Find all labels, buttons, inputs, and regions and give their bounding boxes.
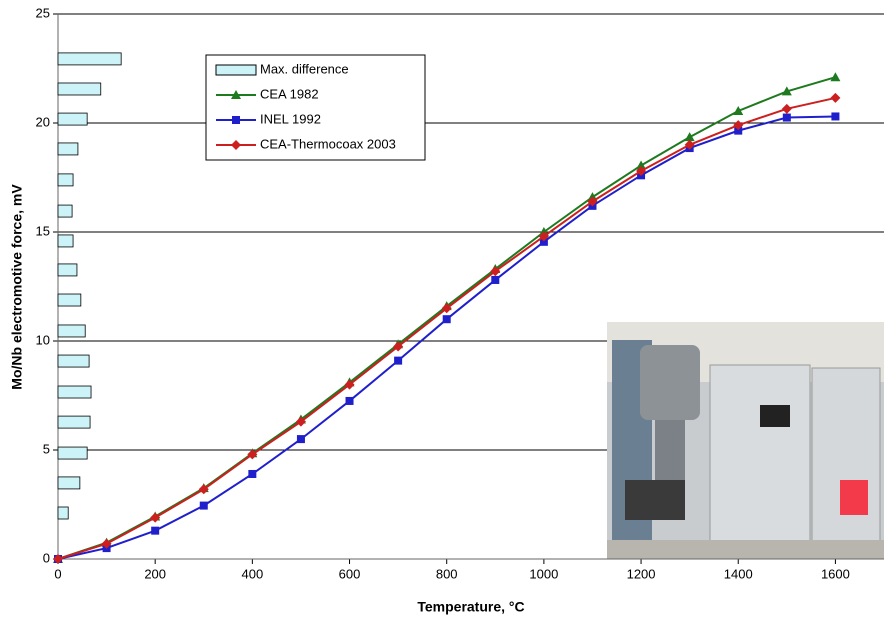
marker — [830, 72, 841, 82]
x-tick-label: 1000 — [529, 566, 558, 581]
bar — [57, 324, 86, 338]
bar — [57, 82, 102, 96]
marker — [53, 554, 63, 564]
marker — [101, 538, 112, 549]
x-tick-label: 1400 — [724, 566, 753, 581]
bar — [57, 234, 74, 248]
marker — [248, 469, 257, 478]
bar — [57, 446, 88, 460]
x-tick-label: 800 — [436, 566, 458, 581]
marker — [198, 484, 209, 495]
x-tick-label: 1600 — [821, 566, 850, 581]
marker — [344, 379, 355, 390]
marker — [232, 116, 240, 124]
bar — [57, 354, 90, 368]
marker — [781, 103, 792, 114]
marker — [490, 266, 501, 277]
marker — [441, 303, 452, 314]
legend-label: CEA-Thermocoax 2003 — [260, 136, 396, 151]
y-tick-label: 10 — [36, 332, 50, 347]
bar — [57, 173, 74, 187]
marker — [394, 356, 403, 365]
marker — [295, 416, 306, 427]
legend-label: Max. difference — [260, 61, 349, 76]
legend-label: INEL 1992 — [260, 111, 321, 126]
marker — [296, 435, 305, 444]
marker — [231, 140, 241, 150]
marker — [734, 126, 743, 135]
photo-inset — [607, 322, 884, 559]
y-tick-label: 5 — [43, 441, 50, 456]
bar — [57, 415, 91, 429]
bar — [57, 263, 78, 277]
x-axis-label: Temperature, °C — [417, 599, 524, 615]
marker — [442, 315, 451, 324]
marker — [733, 106, 744, 116]
x-tick-label: 1200 — [627, 566, 656, 581]
bar — [57, 142, 79, 156]
marker — [782, 113, 791, 122]
bar — [57, 385, 92, 399]
marker — [781, 86, 792, 96]
legend-swatch — [215, 64, 257, 76]
marker — [539, 237, 548, 246]
x-tick-label: 200 — [144, 566, 166, 581]
bar — [57, 506, 69, 520]
bar — [57, 476, 81, 490]
marker — [538, 231, 549, 242]
marker — [831, 112, 840, 121]
y-tick-label: 25 — [36, 5, 50, 20]
bar — [57, 293, 82, 307]
x-tick-label: 400 — [242, 566, 264, 581]
marker — [393, 341, 404, 352]
marker — [830, 92, 841, 103]
bar — [57, 204, 73, 218]
marker — [684, 132, 695, 142]
y-tick-label: 0 — [43, 550, 50, 565]
bar — [57, 112, 88, 126]
bar — [57, 52, 122, 66]
marker — [231, 90, 241, 99]
marker — [150, 512, 161, 523]
y-tick-label: 15 — [36, 223, 50, 238]
marker — [491, 275, 500, 284]
x-tick-label: 0 — [54, 566, 61, 581]
marker — [684, 139, 695, 150]
marker — [733, 120, 744, 131]
marker — [636, 165, 647, 176]
marker — [151, 526, 160, 535]
marker — [636, 160, 647, 170]
y-tick-label: 20 — [36, 114, 50, 129]
marker — [199, 501, 208, 510]
x-tick-label: 600 — [339, 566, 361, 581]
marker — [587, 196, 598, 207]
marker — [247, 449, 258, 460]
y-axis-label: Mo/Nb electromotive force, mV — [9, 184, 25, 390]
marker — [345, 396, 354, 405]
legend-label: CEA 1982 — [260, 86, 319, 101]
